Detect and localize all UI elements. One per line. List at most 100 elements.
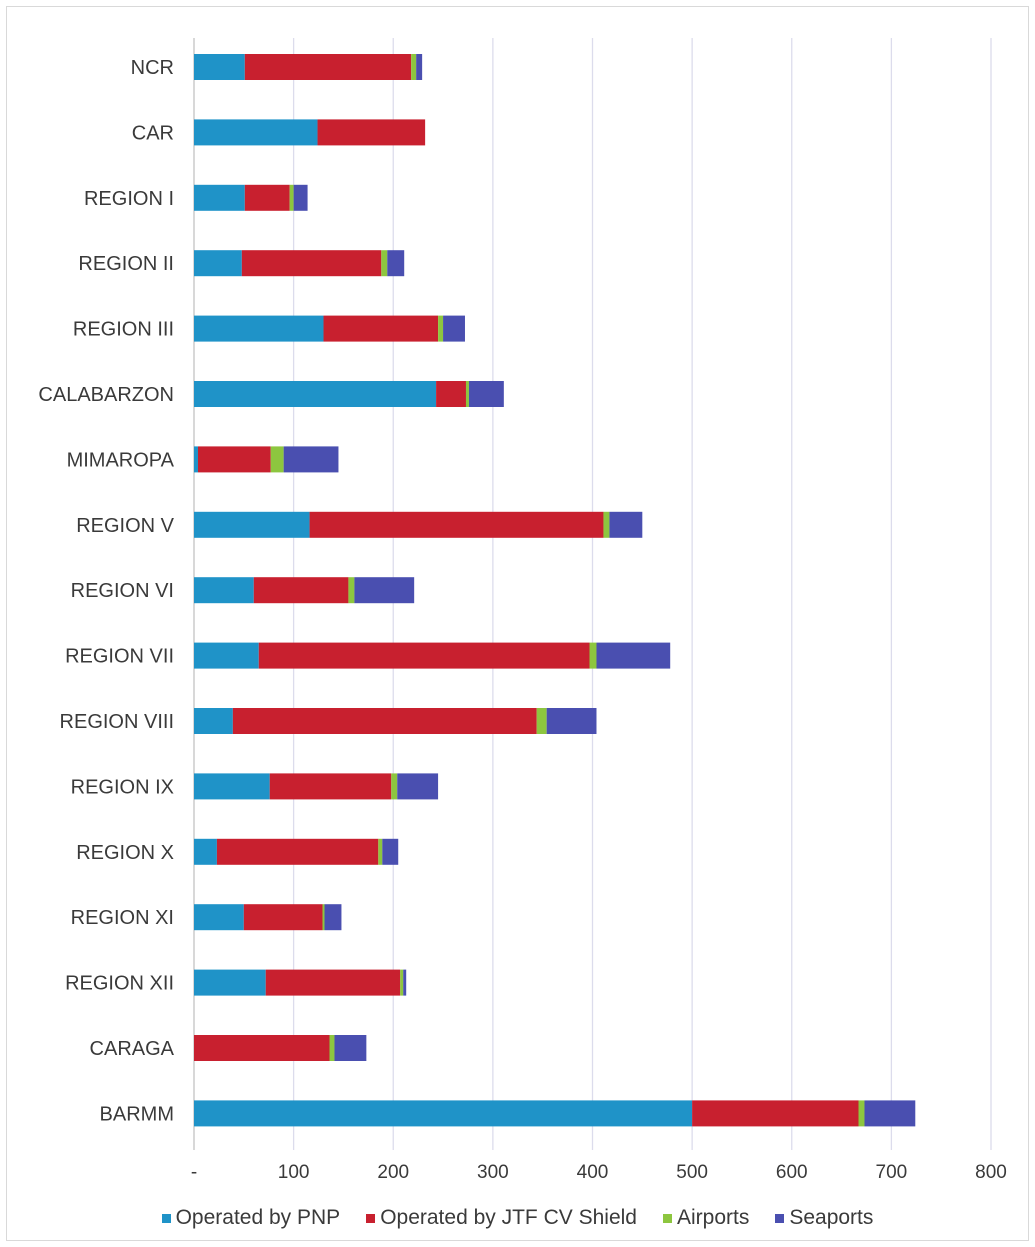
bar-region-vii-series-2	[589, 642, 597, 669]
category-label: REGION XI	[71, 907, 174, 929]
bar-calabarzon-series-1	[436, 381, 466, 407]
bar-ncr-series-2	[411, 54, 417, 80]
category-label: REGION VII	[65, 646, 174, 668]
category-label: REGION VIII	[60, 711, 174, 733]
bar-region-vii-series-3	[596, 642, 671, 669]
x-tick-label: 700	[876, 1162, 908, 1183]
category-label: CALABARZON	[38, 384, 174, 406]
bar-region-v-series-2	[603, 511, 610, 538]
legend-item: Seaports	[775, 1206, 873, 1230]
legend-label: Operated by PNP	[175, 1206, 341, 1229]
bar-region-i-series-3	[293, 184, 308, 211]
bar-barmm-series-3	[864, 1100, 916, 1127]
bar-region-v-series-1	[309, 511, 604, 538]
bar-calabarzon-series-3	[468, 381, 504, 407]
legend-swatch	[775, 1213, 785, 1223]
bar-mimaropa-series-1	[197, 446, 271, 473]
bar-region-ii-series-2	[381, 250, 388, 277]
category-label: REGION III	[73, 319, 174, 341]
bar-region-ii-series-0	[194, 250, 242, 277]
bar-region-xi-series-2	[322, 904, 325, 931]
bar-barmm-series-1	[692, 1100, 859, 1127]
legend-label: Seaports	[789, 1206, 874, 1229]
bar-region-ix-series-3	[397, 773, 439, 800]
bar-barmm-series-0	[194, 1100, 693, 1127]
x-tick-label: 100	[278, 1162, 310, 1183]
bar-region-viii-series-0	[194, 708, 233, 734]
x-tick-label: 600	[776, 1162, 808, 1183]
bar-region-x-series-0	[194, 838, 217, 865]
category-label: NCR	[131, 57, 174, 79]
bar-region-xii-series-3	[403, 969, 407, 996]
bar-ncr-series-3	[416, 54, 423, 80]
legend-label: Operated by JTF CV Shield	[380, 1206, 637, 1229]
bar-region-xi-series-0	[194, 904, 244, 931]
category-label: CARAGA	[90, 1038, 175, 1060]
bar-calabarzon-series-0	[194, 381, 437, 407]
bar-region-ix-series-1	[269, 773, 392, 800]
bar-region-xi-series-3	[324, 904, 342, 931]
bar-region-xii-series-2	[400, 969, 404, 996]
bar-region-ix-series-2	[391, 773, 398, 800]
x-tick-label: 500	[676, 1162, 708, 1183]
x-tick-label: 300	[477, 1162, 509, 1183]
bar-region-ix-series-0	[194, 773, 270, 800]
category-label: REGION XII	[65, 973, 174, 995]
x-tick-label: -	[191, 1162, 197, 1183]
bar-region-iii-series-1	[323, 315, 439, 342]
category-label: REGION II	[78, 253, 174, 275]
stacked-bar-chart: NCR CAR REGION I REGION II REGION III CALABAR…	[38, 38, 1007, 1183]
bar-region-vi-series-2	[348, 577, 355, 604]
bar-caraga-series-3	[334, 1035, 367, 1061]
bar-region-v-series-0	[194, 511, 310, 538]
bar-region-ii-series-1	[241, 250, 382, 277]
bar-region-vi-series-3	[354, 577, 415, 604]
bar-mimaropa-series-2	[270, 446, 284, 473]
legend-item: Operated by JTF CV Shield	[366, 1206, 637, 1230]
bar-region-viii-series-1	[232, 708, 537, 734]
bar-region-xii-series-1	[265, 969, 401, 996]
category-label: CAR	[132, 122, 174, 144]
bar-ncr-series-1	[244, 54, 412, 80]
chart-legend: Operated by PNP Operated by JTF CV Shield…	[0, 1206, 1035, 1230]
bar-region-iii-series-2	[438, 315, 444, 342]
bar-calabarzon-series-2	[465, 381, 469, 407]
bar-region-vii-series-0	[194, 642, 259, 669]
category-label: REGION VI	[71, 580, 174, 602]
x-tick-label: 200	[377, 1162, 409, 1183]
legend-swatch	[161, 1213, 171, 1223]
bar-region-iii-series-0	[194, 315, 324, 342]
bar-region-viii-series-2	[536, 708, 547, 734]
legend-swatch	[366, 1213, 376, 1223]
category-label: MIMAROPA	[67, 449, 175, 471]
bar-region-x-series-2	[378, 838, 383, 865]
legend-swatch	[662, 1213, 672, 1223]
bar-region-vii-series-1	[258, 642, 590, 669]
bar-region-iii-series-3	[443, 315, 465, 342]
bar-region-ii-series-3	[387, 250, 405, 277]
legend-item: Airports	[662, 1206, 750, 1230]
legend-item: Operated by PNP	[161, 1206, 341, 1230]
bar-caraga-series-1	[194, 1035, 330, 1061]
category-label: REGION I	[84, 188, 174, 210]
legend-label: Airports	[676, 1206, 750, 1229]
bar-region-x-series-1	[216, 838, 379, 865]
bar-region-vi-series-1	[253, 577, 349, 604]
bar-region-viii-series-3	[546, 708, 597, 734]
bar-barmm-series-2	[858, 1100, 865, 1127]
category-label: REGION IX	[71, 776, 174, 798]
bar-region-vi-series-0	[194, 577, 254, 604]
bar-region-xii-series-0	[194, 969, 266, 996]
bar-caraga-series-2	[329, 1035, 335, 1061]
bar-mimaropa-series-0	[194, 446, 198, 473]
bar-car-series-0	[194, 119, 318, 146]
bar-region-v-series-3	[609, 511, 643, 538]
x-tick-label: 800	[975, 1162, 1007, 1183]
bar-region-i-series-1	[244, 184, 290, 211]
x-tick-label: 400	[577, 1162, 609, 1183]
bar-mimaropa-series-3	[283, 446, 339, 473]
bar-ncr-series-0	[194, 54, 245, 80]
bar-region-x-series-3	[382, 838, 399, 865]
bar-region-xi-series-1	[243, 904, 323, 931]
bar-region-i-series-2	[289, 184, 294, 211]
